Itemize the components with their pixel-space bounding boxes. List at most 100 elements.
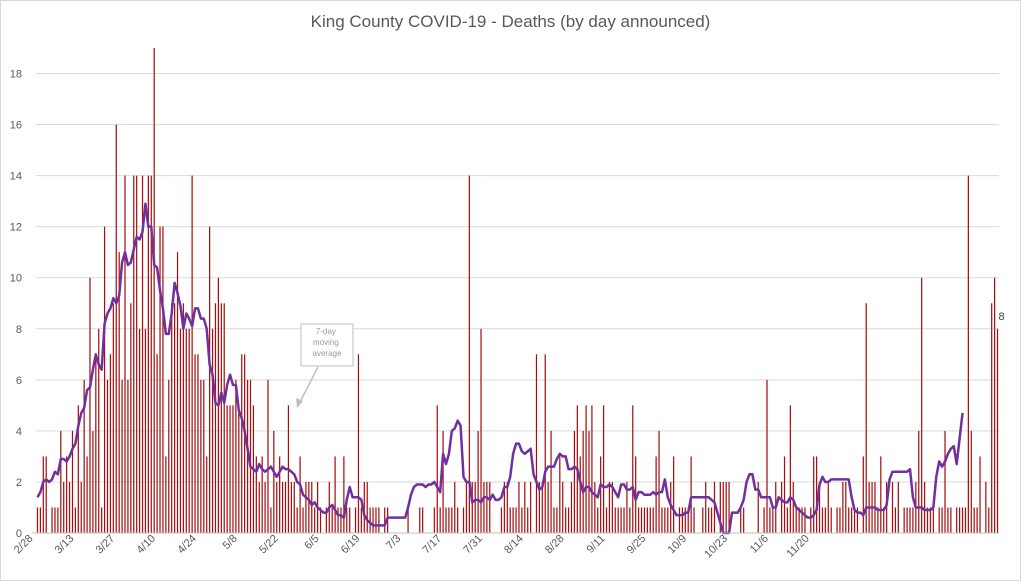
bar [95, 354, 97, 533]
bar [77, 405, 79, 533]
bar [626, 481, 628, 533]
bar [366, 481, 368, 533]
bar [281, 481, 284, 533]
bar [810, 507, 812, 533]
bar [39, 507, 41, 533]
bar [567, 507, 570, 533]
bar [80, 481, 82, 533]
bar [658, 430, 660, 533]
bar [921, 277, 923, 533]
y-tick-label: 18 [10, 69, 22, 81]
x-tick-label: 7/17 [420, 533, 444, 557]
bar [661, 507, 663, 533]
bar [500, 507, 503, 533]
bar [384, 507, 386, 533]
bar [185, 328, 187, 533]
bar [798, 507, 800, 533]
bar [710, 507, 713, 533]
bar [979, 456, 981, 533]
bar [349, 507, 351, 533]
bar [220, 303, 222, 533]
bar [68, 481, 71, 533]
bar [168, 379, 170, 533]
bar [629, 507, 631, 533]
bar [232, 405, 234, 533]
bar [947, 507, 949, 533]
bar [535, 354, 538, 533]
bar [115, 124, 117, 533]
x-tick-label: 9/25 [625, 533, 649, 557]
bar [509, 507, 511, 533]
bar [45, 456, 47, 533]
bar [106, 379, 109, 533]
y-tick-label: 16 [10, 120, 22, 132]
bar [214, 303, 217, 533]
x-tick-label: 7/3 [384, 533, 403, 552]
y-tick-label: 4 [16, 426, 22, 438]
bar [489, 481, 491, 533]
bar [462, 507, 465, 533]
bar [839, 507, 841, 533]
bar [944, 430, 946, 533]
bar [515, 507, 517, 533]
bar [856, 507, 859, 533]
bar [407, 507, 409, 533]
bar [182, 303, 184, 533]
y-tick-label: 14 [10, 171, 22, 183]
bar [337, 507, 339, 533]
bar [684, 507, 686, 533]
bar [311, 481, 313, 533]
bar [203, 379, 205, 533]
bar [171, 303, 173, 533]
bar [422, 507, 424, 533]
bar [929, 507, 932, 533]
bar [538, 481, 540, 533]
bar [340, 507, 342, 533]
bar [194, 354, 196, 533]
bar [637, 507, 640, 533]
bar [179, 328, 182, 533]
bar [319, 507, 322, 533]
bar [92, 430, 94, 533]
bar [862, 456, 864, 533]
bar [693, 507, 695, 533]
bar [743, 507, 745, 533]
bar [474, 481, 476, 533]
bar [83, 379, 85, 533]
bar [378, 507, 380, 533]
bar [783, 456, 786, 533]
bar [795, 507, 797, 533]
bar [206, 456, 208, 533]
bar [530, 481, 532, 533]
bar [853, 507, 856, 533]
bar [36, 507, 39, 533]
bar [588, 430, 590, 533]
bar [600, 456, 602, 533]
bar [591, 405, 593, 533]
bar [477, 430, 479, 533]
bar [290, 481, 292, 533]
bar [719, 481, 721, 533]
bar [713, 481, 716, 533]
bar [821, 507, 824, 533]
bar [573, 430, 576, 533]
bar [524, 481, 526, 533]
bar [804, 507, 806, 533]
bar [109, 354, 112, 533]
bar [89, 277, 91, 533]
bar [130, 303, 132, 533]
bar [197, 354, 199, 533]
bar [617, 507, 619, 533]
bar [941, 507, 943, 533]
data-labels: 8 [999, 311, 1005, 323]
bar [594, 481, 596, 533]
bars [36, 48, 999, 534]
bar [687, 507, 689, 533]
bar [74, 507, 77, 533]
bar [766, 379, 768, 533]
bar [483, 481, 485, 533]
bar [66, 456, 68, 533]
bar [372, 507, 374, 533]
bar [267, 379, 269, 533]
